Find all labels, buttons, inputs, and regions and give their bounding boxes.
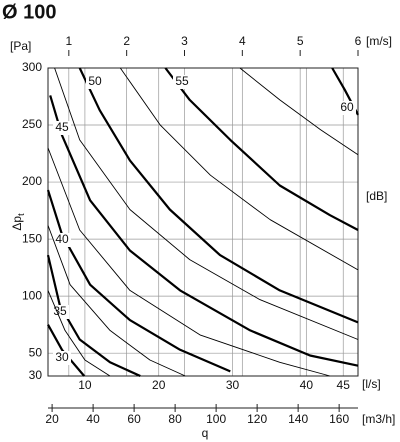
x-tick-label: 10: [78, 378, 92, 392]
top-tick-label: 5: [297, 34, 304, 48]
top-tick-label: 6: [355, 34, 362, 48]
noise-curve: [164, 67, 359, 231]
curve-label: 45: [55, 120, 69, 134]
noise-curve: [49, 95, 359, 367]
bottom2-tick-label: 160: [329, 412, 349, 426]
x-unit: [l/s]: [362, 377, 381, 391]
y-tick-label: 300: [22, 60, 42, 74]
curve-label-bg: [173, 75, 191, 89]
curve-label: 55: [175, 74, 189, 88]
bottom2-tick-label: 120: [247, 412, 267, 426]
y-label-main: Δp: [10, 216, 24, 231]
top-axis-unit: [m/s]: [366, 34, 392, 48]
curve-label: 35: [53, 304, 67, 318]
x-tick-label: 30: [226, 378, 240, 392]
curve-unit: [dB]: [366, 189, 387, 203]
noise-curve: [47, 324, 86, 377]
noise-curve: [46, 189, 231, 373]
y-tick-label: 30: [29, 368, 43, 382]
x-tick-label: 45: [337, 378, 351, 392]
bottom2-tick-label: 20: [45, 412, 59, 426]
y-tick-label: 250: [22, 117, 42, 131]
y-tick-label: 100: [22, 288, 42, 302]
curve-label: 60: [340, 100, 354, 114]
bottom2-tick-label: 60: [127, 412, 141, 426]
top-tick-label: 2: [123, 34, 130, 48]
curve-label-bg: [338, 101, 356, 115]
top-tick-label: 4: [239, 34, 246, 48]
x-tick-label: 20: [152, 378, 166, 392]
noise-curve: [78, 67, 359, 324]
noise-curve: [47, 290, 111, 377]
top-tick-label: 3: [181, 34, 188, 48]
bottom2-tick-label: 140: [288, 412, 308, 426]
noise-curve: [239, 67, 359, 156]
noise-curve: [46, 254, 141, 378]
bottom2-tick-label: 100: [206, 412, 226, 426]
bottom2-tick-label: 40: [86, 412, 100, 426]
x-tick-label: 40: [300, 378, 314, 392]
bottom2-tick-label: 80: [168, 412, 182, 426]
y-axis-label: Δpt: [10, 213, 26, 231]
y-tick-label: 50: [29, 345, 43, 359]
y-tick-label: 200: [22, 174, 42, 188]
y-unit: [Pa]: [10, 39, 31, 53]
y-label-sub: t: [16, 213, 26, 216]
plot-frame: [47, 67, 359, 377]
bottom-axis2-unit: [m3/h]: [362, 412, 395, 426]
curve-label: 40: [55, 232, 69, 246]
chart-title: Ø 100: [2, 1, 56, 23]
noise-curve: [54, 67, 359, 340]
curve-label-bg: [86, 75, 104, 89]
x-axis-label: q: [202, 426, 209, 440]
noise-curve: [47, 225, 186, 377]
curve-label: 50: [88, 74, 102, 88]
top-tick-label: 1: [65, 34, 72, 48]
noise-curve: [47, 147, 331, 377]
curve-label-bg: [53, 121, 71, 135]
curve-label-bg: [53, 351, 71, 365]
y-tick-label: 150: [22, 231, 42, 245]
noise-curve: [119, 67, 359, 271]
curve-label: 30: [55, 350, 69, 364]
curve-label-bg: [53, 233, 71, 247]
